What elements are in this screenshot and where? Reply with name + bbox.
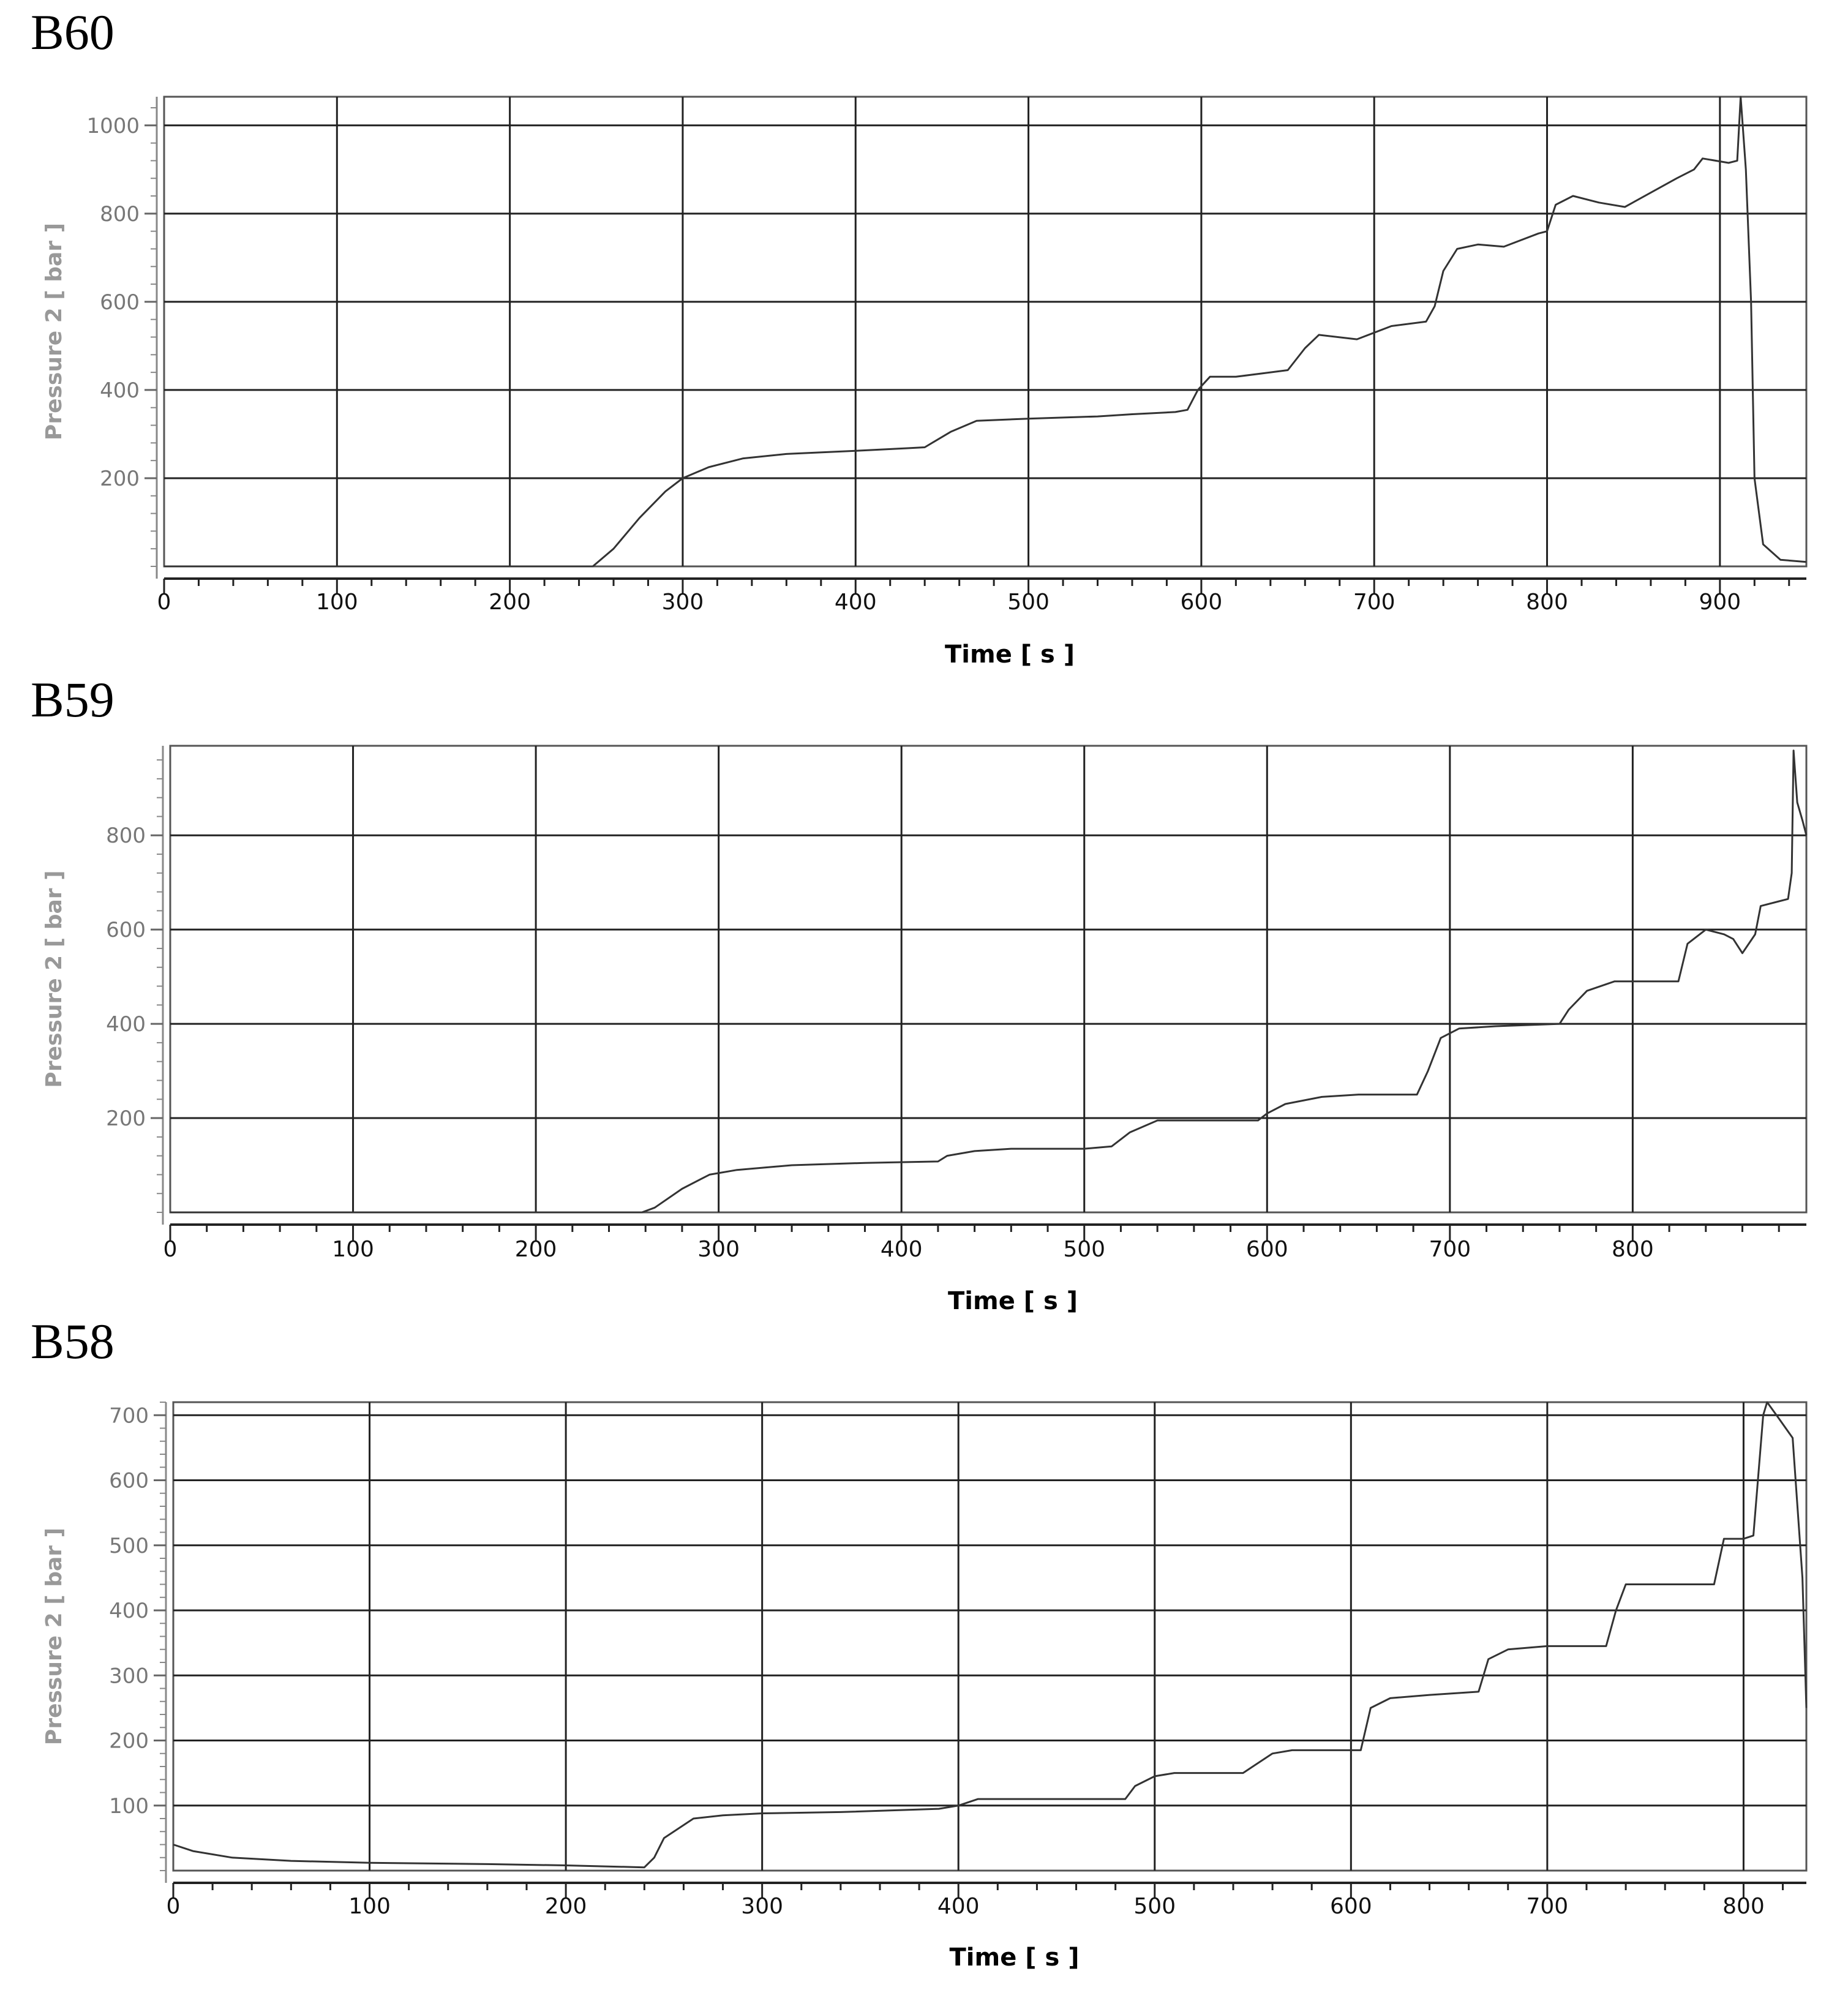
y-axis-title: Pressure 2 [ bar ] xyxy=(42,223,67,440)
plot-frame xyxy=(163,96,1808,568)
y-tick-label: 600 xyxy=(100,290,140,315)
x-tick-label: 400 xyxy=(835,590,877,615)
y-tick-label: 800 xyxy=(106,824,146,848)
x-tick-label: 100 xyxy=(348,1894,391,1919)
x-tick-label: 200 xyxy=(489,590,531,615)
x-tick-label: 600 xyxy=(1181,590,1223,615)
x-axis-title: Time [ s ] xyxy=(948,1287,1078,1315)
y-tick-label: 200 xyxy=(100,467,140,491)
plot-frame xyxy=(169,745,1808,1214)
y-axis-title: Pressure 2 [ bar ] xyxy=(42,1528,67,1745)
x-tick-label: 700 xyxy=(1353,590,1395,615)
x-tick-label: 0 xyxy=(157,590,171,615)
x-tick-label: 500 xyxy=(1007,590,1050,615)
y-axis-title: Pressure 2 [ bar ] xyxy=(42,870,67,1087)
y-tick-label: 200 xyxy=(106,1106,146,1131)
x-tick-label: 900 xyxy=(1699,590,1741,615)
x-tick-label: 400 xyxy=(937,1894,980,1919)
y-tick-label: 100 xyxy=(109,1794,149,1819)
y-tick-label: 500 xyxy=(109,1534,149,1558)
x-tick-label: 200 xyxy=(545,1894,587,1919)
y-tick-label: 600 xyxy=(106,918,146,942)
x-tick-label: 100 xyxy=(332,1237,374,1262)
x-axis-title: Time [ s ] xyxy=(950,1943,1080,1972)
panel-label-b58: B58 xyxy=(31,1313,115,1369)
chart-1: 0 100 200 300 400 500 600 700 800 200 400 600 800 Tim… xyxy=(42,745,1808,1315)
x-tick-label: 300 xyxy=(697,1237,740,1262)
x-tick-label: 800 xyxy=(1612,1237,1654,1262)
x-tick-label: 0 xyxy=(167,1894,181,1919)
x-tick-label: 400 xyxy=(881,1237,923,1262)
y-tick-label: 600 xyxy=(109,1469,149,1493)
x-tick-label: 500 xyxy=(1063,1237,1105,1262)
plot-frame xyxy=(172,1401,1808,1872)
x-tick-label: 200 xyxy=(515,1237,557,1262)
y-tick-label: 400 xyxy=(100,378,140,403)
y-tick-label: 800 xyxy=(100,202,140,227)
x-tick-label: 600 xyxy=(1246,1237,1288,1262)
y-tick-label: 200 xyxy=(109,1729,149,1754)
y-tick-label: 400 xyxy=(106,1012,146,1037)
x-tick-label: 800 xyxy=(1526,590,1568,615)
x-tick-label: 700 xyxy=(1527,1894,1569,1919)
x-tick-label: 600 xyxy=(1330,1894,1372,1919)
x-tick-label: 300 xyxy=(741,1894,783,1919)
x-tick-label: 300 xyxy=(662,590,704,615)
panel-label-b59: B59 xyxy=(31,672,115,727)
x-tick-label: 700 xyxy=(1429,1237,1471,1262)
series-line xyxy=(173,1401,1808,1869)
y-tick-label: 1000 xyxy=(86,114,140,138)
panel-label-b60: B60 xyxy=(31,4,115,60)
series-line xyxy=(164,96,1807,568)
x-axis-title: Time [ s ] xyxy=(945,640,1075,669)
x-tick-label: 100 xyxy=(316,590,358,615)
series-line xyxy=(170,749,1808,1214)
chart-2: 0 100 200 300 400 500 600 700 800 100 200 300 400 500… xyxy=(42,1401,1808,1972)
y-tick-label: 700 xyxy=(109,1403,149,1428)
y-tick-label: 300 xyxy=(109,1664,149,1688)
x-tick-label: 800 xyxy=(1722,1894,1765,1919)
chart-0: 0 100 200 300 400 500 600 700 800 900 200 400 600 800… xyxy=(42,96,1808,669)
y-tick-label: 400 xyxy=(109,1599,149,1623)
x-tick-label: 500 xyxy=(1133,1894,1176,1919)
x-tick-label: 0 xyxy=(163,1237,178,1262)
